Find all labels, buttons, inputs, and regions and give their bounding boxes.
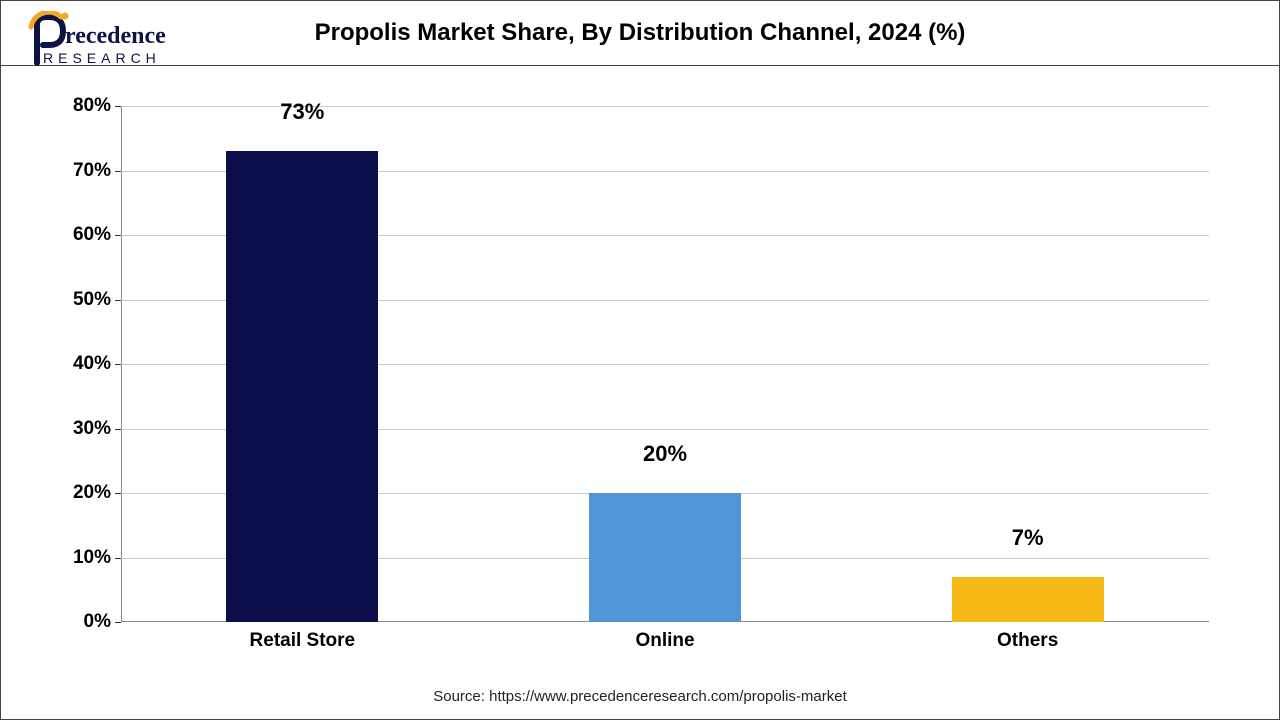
y-tick [115,558,121,559]
y-tick [115,364,121,365]
category-label: Others [997,630,1058,652]
logo-text-line1: recedence [65,23,166,49]
bar-value-label: 20% [643,441,687,467]
precedence-logo-svg: recedence RESEARCH [25,11,225,73]
y-tick-label: 30% [73,418,111,440]
brand-logo: recedence RESEARCH [25,11,225,78]
bar-value-label: 73% [280,99,324,125]
header: recedence RESEARCH Propolis Market Share… [1,1,1279,66]
y-tick [115,171,121,172]
y-tick [115,235,121,236]
bar-value-label: 7% [1012,525,1044,551]
y-tick-label: 80% [73,95,111,117]
bar-chart: 0%10%20%30%40%50%60%70%80%73%Retail Stor… [121,106,1209,622]
source-caption: Source: https://www.precedenceresearch.c… [1,682,1279,719]
logo-text-line2: RESEARCH [43,50,161,66]
y-tick-label: 0% [84,611,111,633]
y-tick [115,106,121,107]
y-tick-label: 60% [73,224,111,246]
chart-container: recedence RESEARCH Propolis Market Share… [0,0,1280,720]
y-tick-label: 20% [73,482,111,504]
y-tick [115,429,121,430]
plot-area: 0% 10% 20% 30% 40% 50% 60% 70% 80% 73% Retail Stor… [41,96,1239,672]
y-tick-label: 10% [73,547,111,569]
bar [589,493,741,622]
y-tick [115,300,121,301]
category-label: Retail Store [250,630,356,652]
y-tick-label: 50% [73,289,111,311]
y-tick-label: 40% [73,353,111,375]
y-tick-label: 70% [73,160,111,182]
category-label: Online [635,630,694,652]
y-tick [115,622,121,623]
bar [226,151,378,622]
bar [952,577,1104,622]
y-tick [115,493,121,494]
